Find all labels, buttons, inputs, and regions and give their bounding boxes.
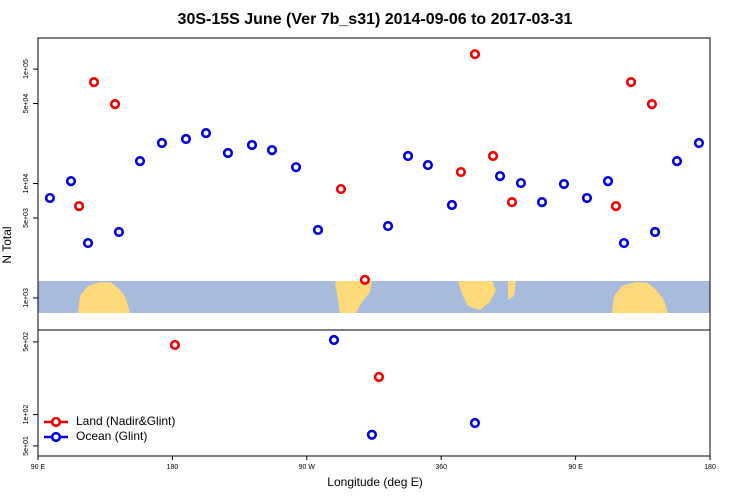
- point: [646, 99, 658, 110]
- point: [109, 99, 121, 110]
- legend-marker: [50, 416, 62, 428]
- point: [558, 178, 570, 190]
- legend-label: Land (Nadir&Glint): [76, 414, 175, 428]
- point: [373, 371, 385, 383]
- legend-marker: [50, 431, 62, 443]
- point: [73, 201, 85, 212]
- point: [446, 199, 458, 211]
- x-tick-label: 180: [704, 464, 716, 471]
- point: [44, 192, 56, 204]
- y-tick-label: 1e+04: [23, 174, 30, 194]
- point: [581, 192, 593, 204]
- point: [618, 237, 630, 249]
- point: [469, 417, 481, 429]
- point: [156, 137, 168, 149]
- point: [180, 133, 192, 145]
- y-tick-label: 5e+04: [23, 94, 30, 114]
- point: [455, 166, 467, 178]
- point: [88, 77, 100, 88]
- point: [602, 176, 614, 187]
- y-tick-label: 5e+01: [23, 436, 30, 456]
- point: [169, 339, 181, 351]
- point: [246, 139, 258, 151]
- x-tick-label: 360: [435, 464, 447, 471]
- point: [422, 159, 434, 171]
- point: [359, 274, 370, 285]
- y-tick-label: 5e+03: [23, 208, 30, 228]
- point: [610, 201, 622, 212]
- point: [312, 224, 324, 236]
- point: [328, 334, 340, 346]
- point: [266, 144, 278, 156]
- x-tick-label: 90 W: [299, 464, 316, 471]
- y-tick-label: 1e+03: [23, 288, 30, 308]
- point: [693, 137, 705, 149]
- point: [200, 127, 212, 139]
- point: [222, 147, 234, 159]
- point: [134, 156, 146, 167]
- point: [366, 429, 378, 440]
- map-strip: [38, 281, 710, 313]
- y-tick-label: 1e+02: [23, 405, 30, 425]
- point: [506, 197, 518, 208]
- point: [113, 226, 125, 238]
- x-tick-label: 90 E: [31, 464, 46, 471]
- point: [382, 220, 394, 232]
- x-tick-label: 180: [167, 464, 179, 471]
- point: [65, 176, 77, 187]
- point: [402, 150, 414, 162]
- point: [494, 171, 506, 182]
- point: [290, 162, 302, 173]
- point: [536, 197, 548, 208]
- chart-title: 30S-15S June (Ver 7b_s31) 2014-09-06 to …: [178, 11, 573, 28]
- point: [625, 77, 637, 88]
- legend-label: Ocean (Glint): [76, 429, 147, 443]
- y-tick-label: 5e+02: [23, 332, 30, 352]
- x-axis-label: Longitude (deg E): [327, 475, 422, 489]
- plot-frame: [37, 37, 711, 457]
- x-tick-label: 90 E: [568, 464, 583, 471]
- point: [671, 156, 683, 167]
- y-axis-label: N Total: [0, 226, 14, 263]
- point: [649, 226, 661, 238]
- point: [469, 49, 481, 60]
- point: [335, 183, 347, 195]
- point: [487, 150, 499, 162]
- point: [515, 177, 527, 189]
- point: [82, 237, 94, 249]
- y-tick-label: 1e+05: [23, 59, 30, 79]
